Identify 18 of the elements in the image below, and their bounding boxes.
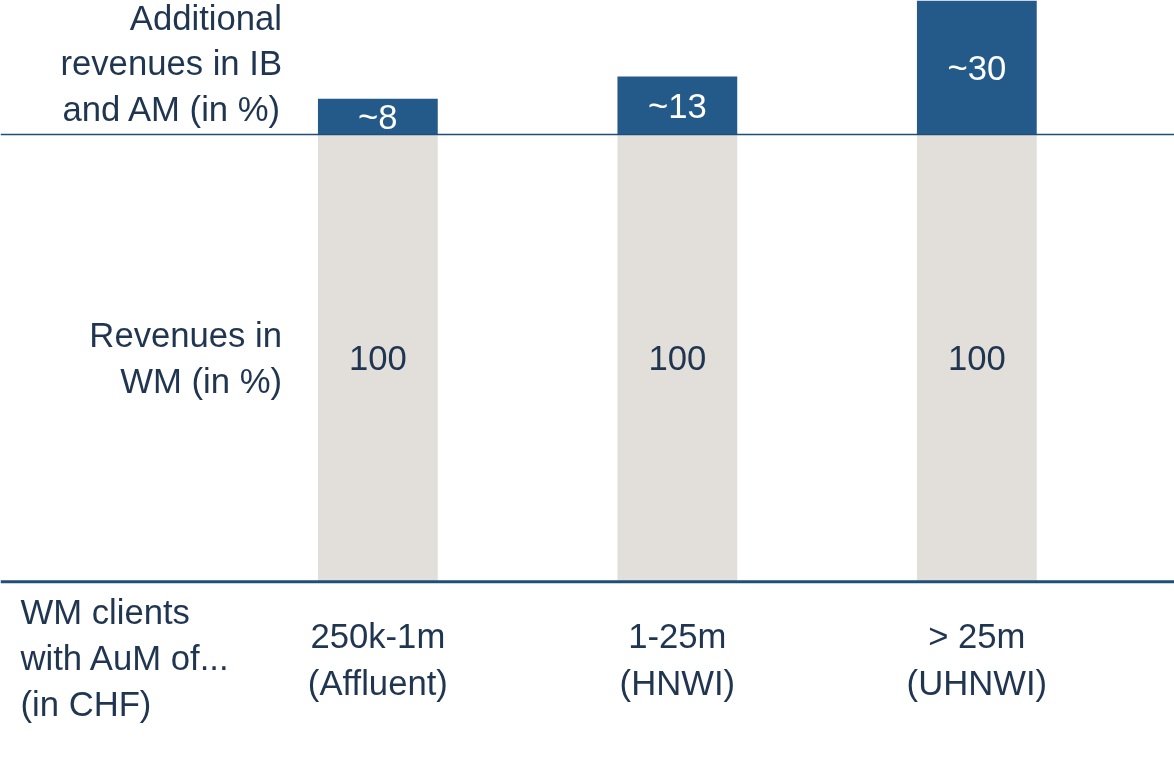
data-label: ~30 — [947, 48, 1007, 87]
series-label: Revenues in WM (in %) — [89, 316, 283, 400]
data-label: 100 — [947, 339, 1006, 378]
bar — [617, 76, 738, 135]
bar — [617, 134, 738, 582]
x-tick-label: 250k-1m (Affluent) — [307, 616, 448, 703]
bar — [916, 134, 1037, 582]
bar — [317, 98, 438, 135]
data-label: ~8 — [358, 97, 398, 136]
data-label: ~13 — [647, 86, 707, 125]
x-tick-label: > 25m (UHNWI) — [906, 616, 1048, 703]
bar — [916, 0, 1037, 135]
x-tick-label: 1-25m (HNWI) — [619, 616, 736, 703]
x-axis-title: WM clients with AuM of... (in CHF) — [19, 593, 229, 723]
data-label: 100 — [348, 339, 407, 378]
data-label: 100 — [648, 339, 707, 378]
bar — [317, 134, 438, 582]
series-label: Additional revenues in IB and AM (in %) — [60, 0, 283, 128]
